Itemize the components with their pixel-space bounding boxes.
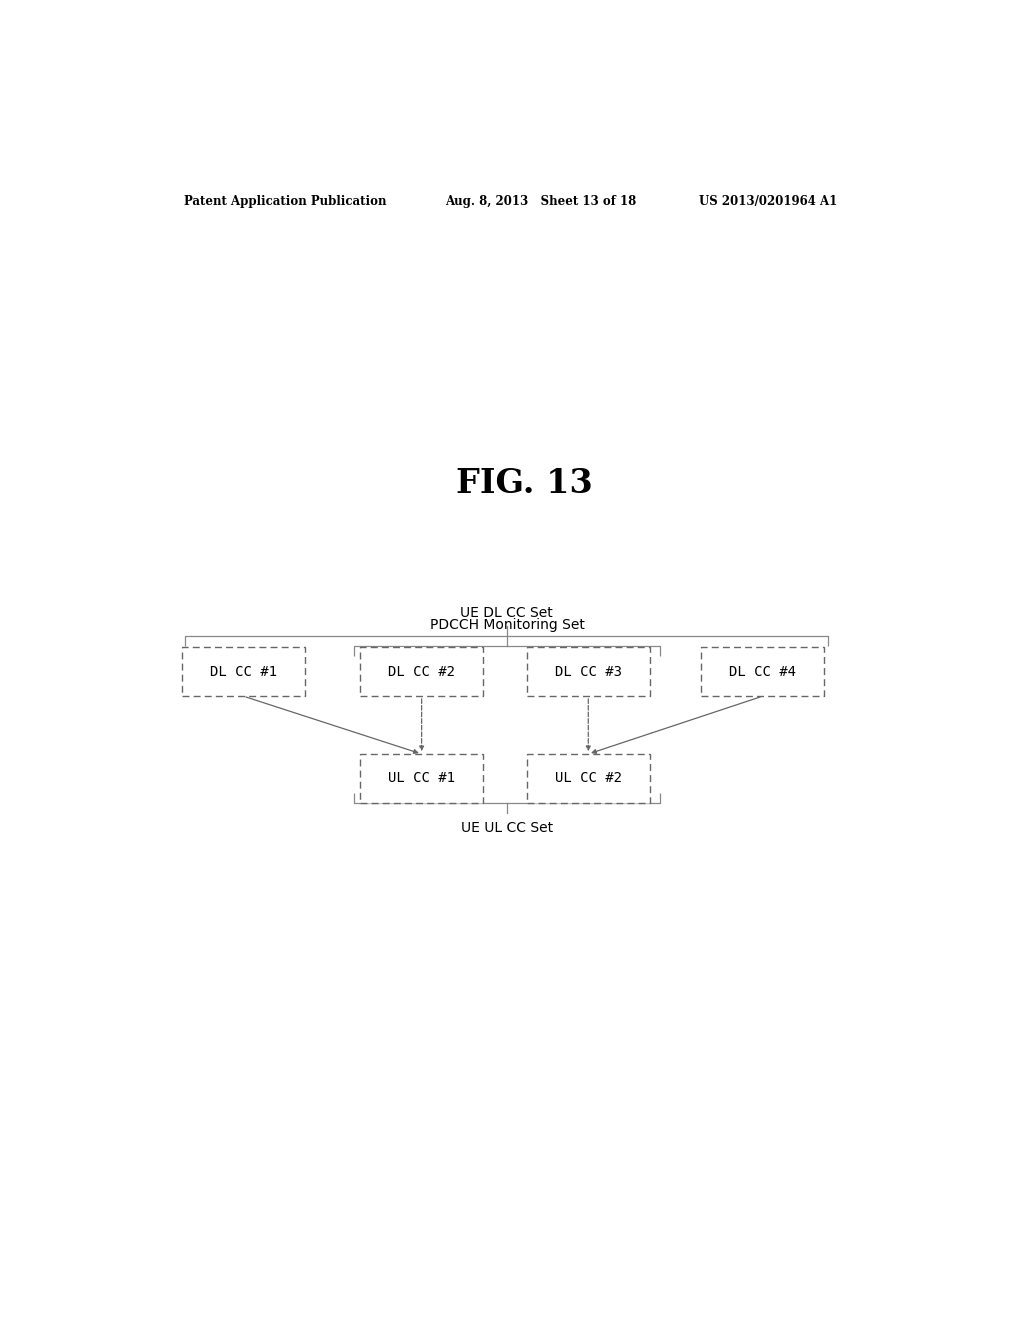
Text: UE DL CC Set: UE DL CC Set (460, 606, 553, 620)
Text: FIG. 13: FIG. 13 (457, 467, 593, 500)
Text: DL CC #2: DL CC #2 (388, 665, 455, 678)
Text: UL CC #2: UL CC #2 (555, 771, 622, 785)
FancyBboxPatch shape (526, 754, 650, 803)
Text: DL CC #3: DL CC #3 (555, 665, 622, 678)
FancyBboxPatch shape (181, 647, 304, 696)
Text: UE UL CC Set: UE UL CC Set (461, 821, 553, 836)
Text: PDCCH Monitoring Set: PDCCH Monitoring Set (429, 618, 585, 632)
FancyBboxPatch shape (526, 647, 650, 696)
Text: US 2013/0201964 A1: US 2013/0201964 A1 (699, 194, 838, 207)
Text: DL CC #4: DL CC #4 (729, 665, 797, 678)
FancyBboxPatch shape (701, 647, 824, 696)
Text: UL CC #1: UL CC #1 (388, 771, 455, 785)
Text: Aug. 8, 2013   Sheet 13 of 18: Aug. 8, 2013 Sheet 13 of 18 (445, 194, 637, 207)
FancyBboxPatch shape (360, 754, 483, 803)
FancyBboxPatch shape (360, 647, 483, 696)
Text: Patent Application Publication: Patent Application Publication (183, 194, 386, 207)
Text: DL CC #1: DL CC #1 (210, 665, 276, 678)
